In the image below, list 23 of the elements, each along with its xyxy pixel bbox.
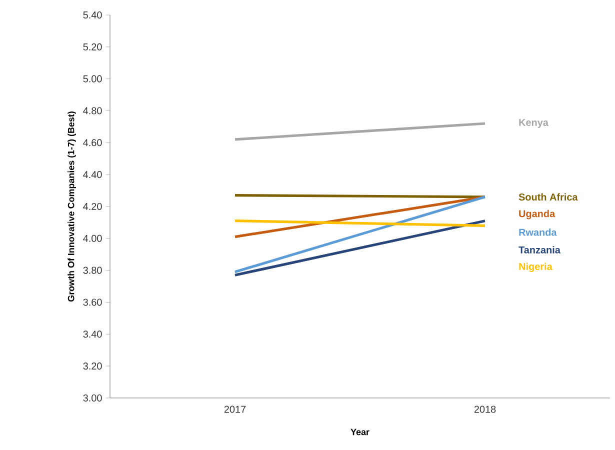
- y-tick-label: 3.00: [83, 394, 102, 402]
- x-tick-label: 2018: [474, 406, 496, 413]
- y-tick-label: 4.40: [83, 171, 102, 178]
- y-axis-title: Growth Of Innovative Companies (1-7) (Best): [68, 112, 76, 302]
- text: Kenya: [519, 119, 548, 128]
- y-tick-label: 4.20: [83, 202, 102, 210]
- y-tick-label: 5.20: [83, 43, 102, 50]
- x-axis-title: Year: [350, 428, 370, 436]
- text: Tanzania: [518, 246, 560, 254]
- y-tick-label: 5.00: [83, 75, 102, 82]
- y-tick-label: 3.80: [83, 266, 102, 274]
- text: Uganda: [519, 210, 556, 220]
- text: Nigeria: [519, 262, 552, 272]
- y-tick-label: 3.20: [83, 362, 102, 370]
- text: South Africa: [518, 193, 578, 201]
- y-tick-label: 3.40: [83, 330, 102, 338]
- y-tick-label: 4.80: [83, 107, 102, 114]
- y-tick-label: 5.40: [83, 11, 102, 19]
- y-tick-label: 4.00: [83, 234, 102, 242]
- y-tick-label: 4.60: [83, 139, 102, 146]
- y-tick-label: 3.60: [83, 298, 102, 306]
- x-tick-label: 2017: [224, 406, 246, 413]
- text: Rwanda: [519, 228, 557, 236]
